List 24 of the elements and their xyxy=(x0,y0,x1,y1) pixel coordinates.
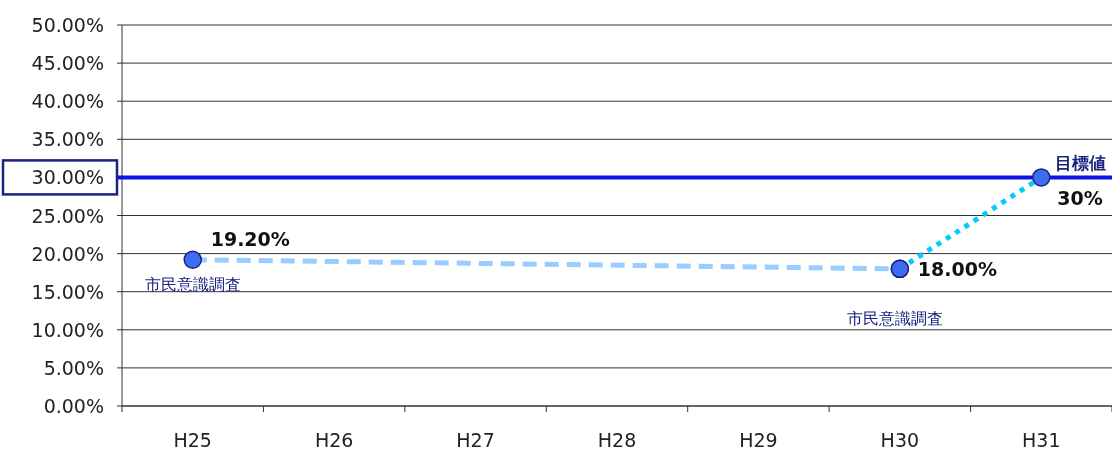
annotation: 市民意識調査 xyxy=(144,274,241,294)
annotation: 市民意識調査 xyxy=(846,308,943,328)
y-tick-label: 40.00% xyxy=(31,90,104,113)
x-tick-label: H30 xyxy=(880,429,920,451)
y-tick-label: 35.00% xyxy=(31,128,104,151)
y-tick-label: 45.00% xyxy=(31,52,104,75)
annotation: 目標値 xyxy=(1055,153,1106,174)
y-tick-label: 30.00% xyxy=(31,166,104,189)
data-label: 18.00% xyxy=(917,257,997,280)
y-tick-label: 5.00% xyxy=(43,356,104,379)
data-label: 30% xyxy=(1057,187,1103,210)
y-tick-label: 0.00% xyxy=(43,395,104,417)
y-tick-label: 15.00% xyxy=(31,280,104,303)
x-tick-label: H28 xyxy=(597,429,637,451)
x-tick-label: H25 xyxy=(173,429,212,451)
y-tick-label: 25.00% xyxy=(31,204,104,227)
y-tick-label: 20.00% xyxy=(31,242,104,265)
x-tick-label: H31 xyxy=(1022,429,1061,451)
y-tick-label: 10.00% xyxy=(31,318,104,341)
data-label: 19.20% xyxy=(210,227,290,250)
x-tick-label: H26 xyxy=(314,429,354,451)
y-tick-label: 50.00% xyxy=(31,14,104,36)
x-tick-label: H29 xyxy=(739,429,778,451)
x-tick-label: H27 xyxy=(456,429,495,451)
